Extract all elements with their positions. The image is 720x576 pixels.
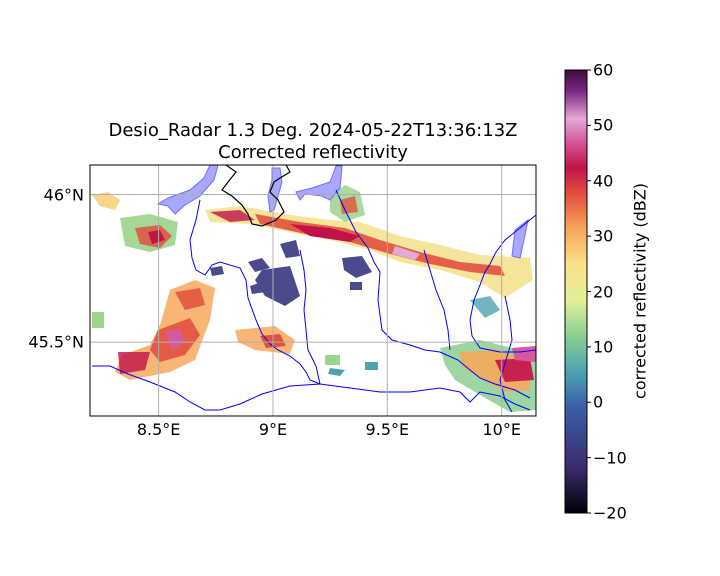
lake-maggiore: [156, 165, 219, 215]
colorbar-tick-label: 10: [593, 337, 614, 357]
lat-tick-label: 46°N: [43, 185, 84, 205]
lon-tick-label: 8.5°E: [136, 420, 181, 439]
lon-tick-label: 9.5°E: [365, 420, 410, 439]
map-frame: [89, 164, 537, 417]
colorbar-tick-label: 60: [593, 60, 614, 80]
clutter-echoes: [210, 240, 372, 306]
colorbar: [564, 69, 588, 514]
colorbar-ticks: [587, 69, 591, 514]
lat-tick-label: 45.5°N: [28, 332, 84, 352]
river-mella: [499, 295, 513, 413]
river-po: [92, 365, 531, 411]
colorbar-tick-label: −10: [593, 448, 627, 468]
lon-tick-label: 10°E: [482, 420, 521, 439]
reflectivity-echoes: [92, 185, 536, 412]
lake-garda: [511, 218, 529, 259]
colorbar-tick-label: −20: [593, 503, 627, 523]
river-oglio: [469, 214, 536, 353]
map-area: [90, 165, 536, 416]
chart-subtitle: Corrected reflectivity: [218, 142, 408, 163]
river-ticino: [189, 199, 321, 385]
chart-title: Desio_Radar 1.3 Deg. 2024-05-22T13:36:13…: [108, 120, 518, 141]
colorbar-tick-label: 30: [593, 226, 614, 246]
echo-nw: [92, 192, 120, 210]
colorbar-tick-label: 40: [593, 171, 614, 191]
rivers: [92, 189, 536, 413]
colorbar-tick-label: 0: [593, 392, 604, 412]
border-line: [221, 165, 291, 227]
colorbar-title: corrected reflectivity (dBZ): [630, 183, 650, 399]
gridlines: [90, 165, 536, 416]
lake-lecco: [295, 165, 343, 201]
river-lambro: [299, 249, 321, 385]
river-serio: [423, 249, 451, 351]
colorbar-tick-label: 50: [593, 115, 614, 135]
lon-tick-label: 9°E: [258, 420, 288, 439]
colorbar-tick-label: 20: [593, 282, 614, 301]
